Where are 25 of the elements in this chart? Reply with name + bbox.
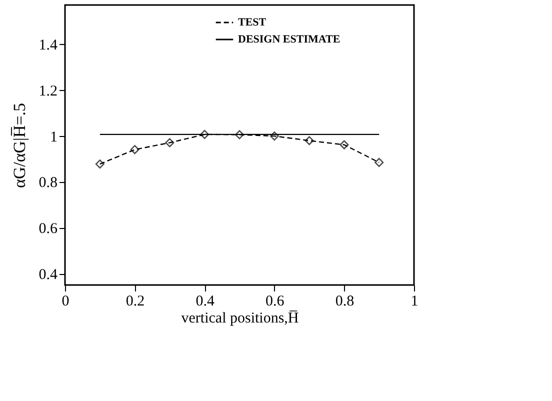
x-tick-label: 0.2 (126, 294, 145, 310)
x-tick-label: 0.8 (335, 294, 354, 310)
x-tick-label: 0 (62, 294, 70, 310)
y-tick-label: 0.6 (38, 221, 58, 238)
point (304, 136, 314, 146)
point (270, 132, 279, 141)
y-tick-label: 0.8 (38, 175, 58, 192)
point (374, 158, 384, 167)
legend-label: TEST (238, 16, 267, 28)
y-axis-title: αG/αG|H̅=.5 (10, 102, 29, 188)
point (95, 160, 104, 169)
y-tick-label: 1 (50, 129, 58, 146)
x-tick-label: 0.6 (266, 294, 285, 310)
y-tick-label: 1.4 (38, 38, 58, 54)
point (340, 140, 349, 150)
point (200, 130, 210, 139)
x-tick-label: 0.4 (196, 294, 215, 310)
point (130, 145, 140, 154)
point (234, 130, 244, 140)
y-tick-label: 1.2 (38, 83, 58, 100)
y-tick-label: 0.4 (38, 267, 58, 284)
x-axis-title: vertical positions,H̅ (181, 310, 299, 326)
legend-label: DESIGN ESTIMATE (238, 34, 340, 46)
point (165, 138, 174, 148)
x-tick-label: 1 (410, 294, 418, 310)
